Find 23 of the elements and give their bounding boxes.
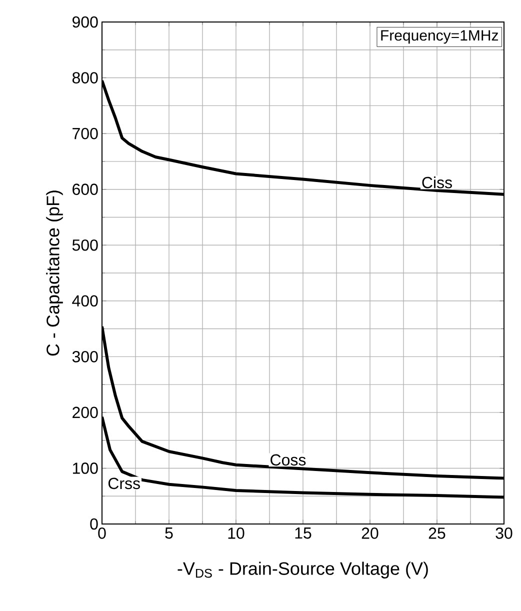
series-label: Ciss [422,176,452,188]
y-tick-label: 700 [72,128,98,140]
x-tick-label: 10 [228,528,244,539]
series-label: Crss [108,478,140,490]
y-tick-label: 600 [72,184,98,196]
x-axis-title: -V$_{DS}$ - Drain-Source Voltage (V) [178,562,428,578]
x-tick-label: 25 [428,528,446,539]
y-tick-label: 400 [72,295,98,307]
y-tick-label: 100 [72,462,98,474]
x-tick-label: 15 [295,528,312,539]
x-tick-label: 20 [362,528,378,539]
y-tick-label: 800 [72,72,98,84]
series-label: Coss [270,454,306,466]
y-tick-label: 500 [72,239,98,251]
y-tick-label: 200 [72,406,98,418]
y-tick-label: 900 [72,16,98,28]
x-tick-label: 5 [165,528,173,539]
x-tick-label: 30 [496,528,512,539]
x-tick-label: 0 [98,528,106,539]
y-tick-label: 0 [90,518,98,530]
y-tick-label: 300 [72,351,98,362]
annotation: Frequency=1MHz [381,30,498,44]
y-axis-title: C - Capacitance (pF) [46,190,63,356]
